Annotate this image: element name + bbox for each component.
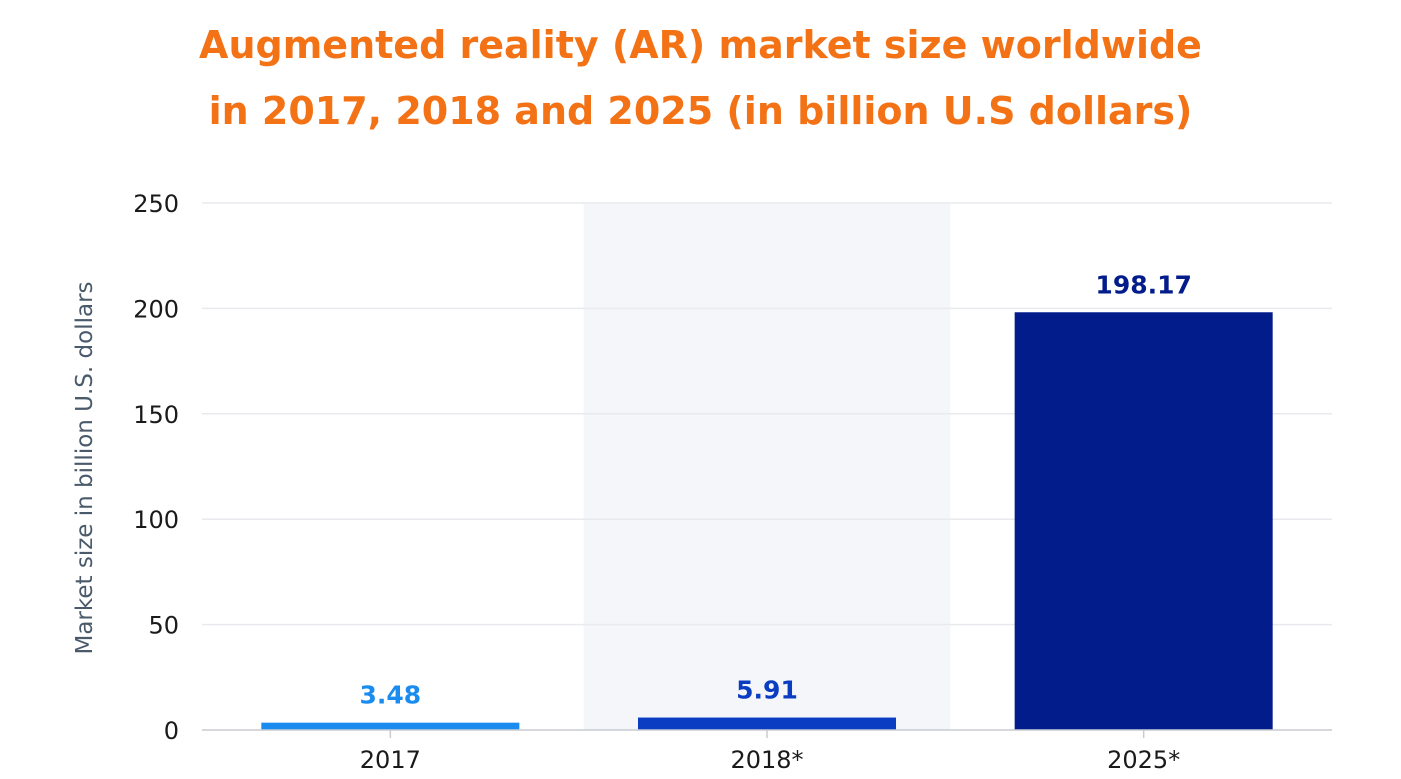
y-tick-label: 150 xyxy=(133,401,179,429)
y-tick-label: 200 xyxy=(133,295,179,323)
highlight-band xyxy=(583,203,951,730)
data-label: 5.91 xyxy=(736,676,798,705)
chart-title-line-2: in 2017, 2018 and 2025 (in billion U.S d… xyxy=(208,89,1193,133)
y-tick-label: 100 xyxy=(133,506,179,534)
y-axis-title: Market size in billion U.S. dollars xyxy=(72,281,98,654)
data-label: 3.48 xyxy=(359,681,421,710)
bar xyxy=(637,717,897,730)
x-axis-ticks: 2017 2018* 2025* xyxy=(360,730,1180,774)
y-tick-label: 250 xyxy=(133,190,179,218)
y-axis-ticks: 0 50 100 150 200 250 xyxy=(133,190,179,745)
x-tick-label: 2025* xyxy=(1107,746,1180,774)
chart-title-line-1: Augmented reality (AR) market size world… xyxy=(199,23,1202,67)
bar xyxy=(261,722,520,730)
data-label: 198.17 xyxy=(1095,270,1191,299)
y-tick-label: 50 xyxy=(148,612,179,640)
bars xyxy=(261,312,1273,730)
x-tick-label: 2017 xyxy=(360,746,421,774)
y-tick-label: 0 xyxy=(164,717,179,745)
chart-title: Augmented reality (AR) market size world… xyxy=(0,12,1401,144)
highlight-band-layer xyxy=(583,203,951,730)
data-labels: 3.48 5.91 198.17 xyxy=(359,270,1191,709)
bar xyxy=(1014,312,1273,730)
x-tick-label: 2018* xyxy=(730,746,803,774)
